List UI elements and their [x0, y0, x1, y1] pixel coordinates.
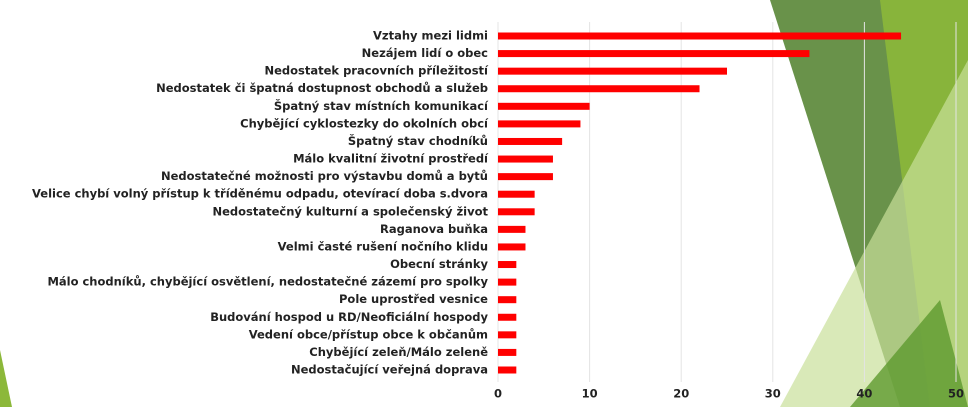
bar [498, 331, 516, 338]
y-tick-label: Vedení obce/přístup obce k občanům [249, 327, 488, 341]
y-tick-label: Nedostatek či špatná dostupnost obchodů … [156, 81, 488, 95]
bar [498, 85, 700, 92]
y-tick-label: Velmi časté rušení nočního klidu [278, 239, 488, 253]
y-tick-label: Špatný stav chodníků [348, 133, 488, 148]
y-tick-label: Chybějící zeleň/Málo zeleně [309, 345, 488, 359]
y-tick-label: Chybějící cyklostezky do okolních obcí [240, 116, 489, 130]
x-tick-label: 10 [582, 387, 598, 401]
y-tick-label: Málo kvalitní životní prostředí [293, 152, 489, 166]
bar [498, 314, 516, 321]
bar [498, 120, 580, 127]
bar [498, 68, 727, 75]
y-tick-label: Budování hospod u RD/Neoficiální hospody [210, 310, 488, 324]
bar [498, 138, 562, 145]
bar [498, 226, 525, 233]
y-tick-label: Vztahy mezi lidmi [373, 29, 488, 43]
bar [498, 173, 553, 180]
y-tick-label: Raganova buňka [380, 222, 488, 236]
x-tick-label: 0 [494, 387, 502, 401]
bar [498, 191, 535, 198]
bar [498, 208, 535, 215]
y-tick-label: Obecní stránky [390, 257, 488, 271]
bar [498, 156, 553, 163]
y-tick-label: Nedostatečný kulturní a společenský živo… [212, 204, 488, 218]
x-tick-label: 30 [765, 387, 781, 401]
bar [498, 296, 516, 303]
y-tick-label: Pole uprostřed vesnice [339, 292, 488, 306]
y-tick-label: Nedostatečné možnosti pro výstavbu domů … [161, 169, 488, 183]
bar [498, 103, 590, 110]
bar [498, 50, 809, 57]
chart: 0 10 20 30 40 50 Vztahy mezi lidmi Nezájem lidí… [0, 0, 968, 407]
x-tick-label: 20 [673, 387, 689, 401]
x-tick-label: 40 [856, 387, 872, 401]
y-tick-label: Málo chodníků, chybějící osvětlení, nedo… [47, 275, 488, 289]
y-tick-label: Velice chybí volný přístup k tříděnému o… [32, 187, 488, 201]
bar [498, 367, 516, 374]
y-tick-label: Špatný stav místních komunikací [274, 98, 489, 113]
bar [498, 349, 516, 356]
bar [498, 279, 516, 286]
bar [498, 243, 525, 250]
x-tick-label: 50 [948, 387, 964, 401]
bar [498, 33, 901, 40]
y-tick-label: Nedostačující veřejná doprava [291, 363, 488, 377]
y-tick-label: Nezájem lidí o obec [362, 46, 489, 60]
y-tick-label: Nedostatek pracovních příležitostí [264, 64, 489, 78]
bar [498, 261, 516, 268]
